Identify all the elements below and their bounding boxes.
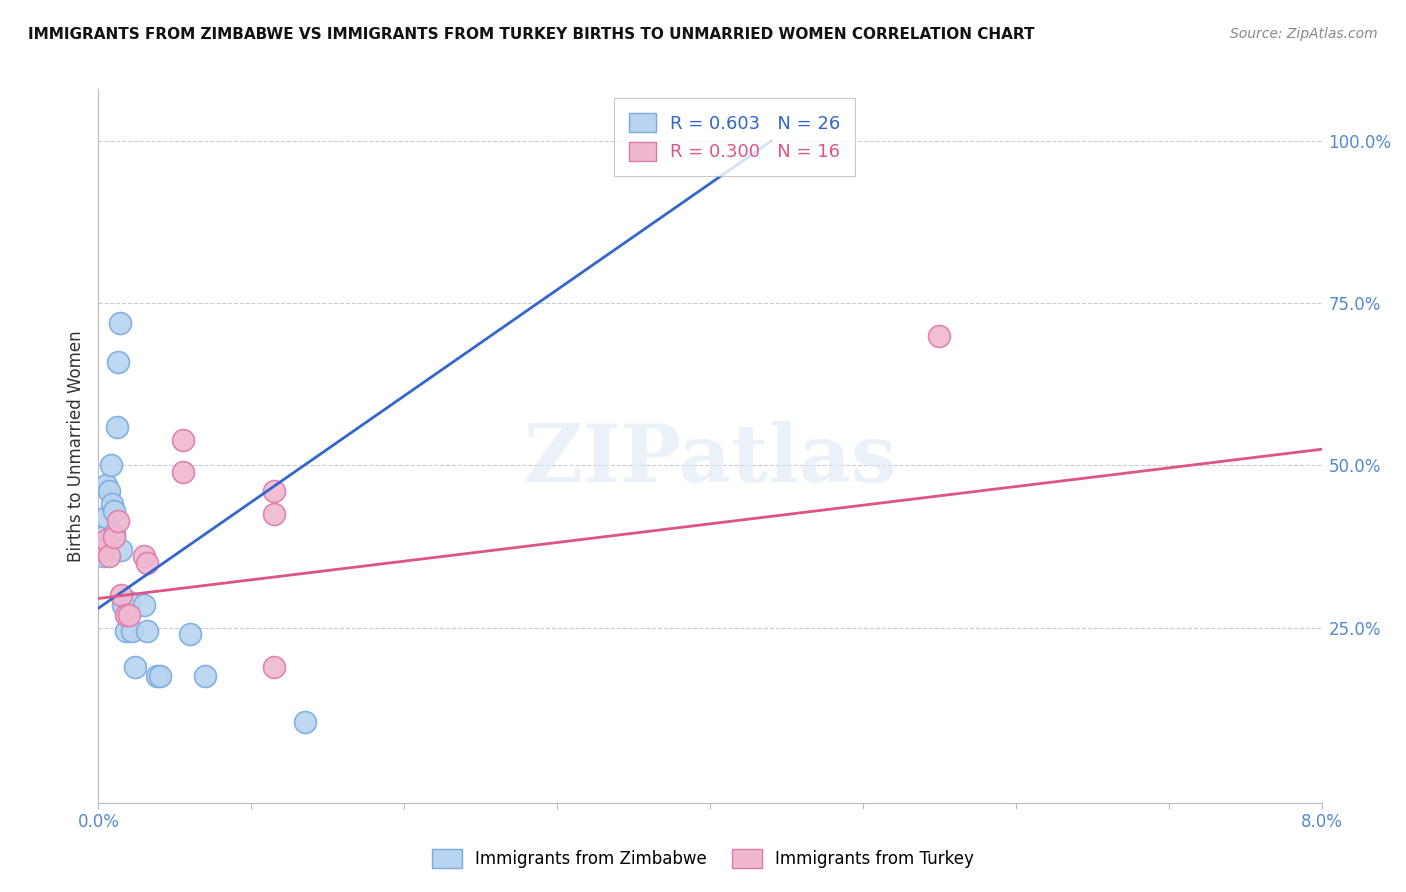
- Point: [134, 598, 156, 612]
- Point: [98, 484, 121, 499]
- Point: [110, 588, 132, 602]
- Point: [94, 478, 117, 492]
- Point: [134, 549, 156, 564]
- Point: [263, 484, 285, 499]
- Point: [294, 714, 316, 729]
- Point: [108, 316, 131, 330]
- Point: [103, 504, 125, 518]
- Point: [110, 542, 132, 557]
- Point: [91, 530, 114, 544]
- Point: [145, 669, 167, 683]
- Point: [118, 607, 141, 622]
- Point: [100, 458, 122, 473]
- Point: [194, 669, 217, 683]
- Point: [91, 549, 114, 564]
- Point: [149, 669, 172, 683]
- Point: [118, 595, 141, 609]
- Point: [91, 542, 114, 557]
- Point: [107, 354, 129, 368]
- Point: [263, 659, 285, 673]
- Point: [136, 624, 159, 638]
- Point: [121, 624, 143, 638]
- Point: [103, 530, 125, 544]
- Text: Source: ZipAtlas.com: Source: ZipAtlas.com: [1230, 27, 1378, 41]
- Point: [101, 497, 124, 511]
- Point: [115, 624, 138, 638]
- Point: [172, 433, 194, 447]
- Point: [124, 659, 146, 673]
- Point: [179, 627, 201, 641]
- Point: [136, 556, 159, 570]
- Point: [105, 419, 128, 434]
- Point: [103, 526, 125, 541]
- Point: [94, 510, 117, 524]
- Point: [107, 514, 129, 528]
- Legend: Immigrants from Zimbabwe, Immigrants from Turkey: Immigrants from Zimbabwe, Immigrants fro…: [425, 843, 981, 875]
- Legend: R = 0.603   N = 26, R = 0.300   N = 16: R = 0.603 N = 26, R = 0.300 N = 16: [614, 98, 855, 176]
- Point: [172, 465, 194, 479]
- Point: [263, 507, 285, 521]
- Point: [94, 533, 117, 547]
- Point: [97, 536, 120, 550]
- Y-axis label: Births to Unmarried Women: Births to Unmarried Women: [66, 330, 84, 562]
- Point: [98, 549, 121, 564]
- Point: [115, 607, 138, 622]
- Point: [928, 328, 950, 343]
- Point: [111, 598, 134, 612]
- Text: ZIPatlas: ZIPatlas: [524, 421, 896, 500]
- Text: IMMIGRANTS FROM ZIMBABWE VS IMMIGRANTS FROM TURKEY BIRTHS TO UNMARRIED WOMEN COR: IMMIGRANTS FROM ZIMBABWE VS IMMIGRANTS F…: [28, 27, 1035, 42]
